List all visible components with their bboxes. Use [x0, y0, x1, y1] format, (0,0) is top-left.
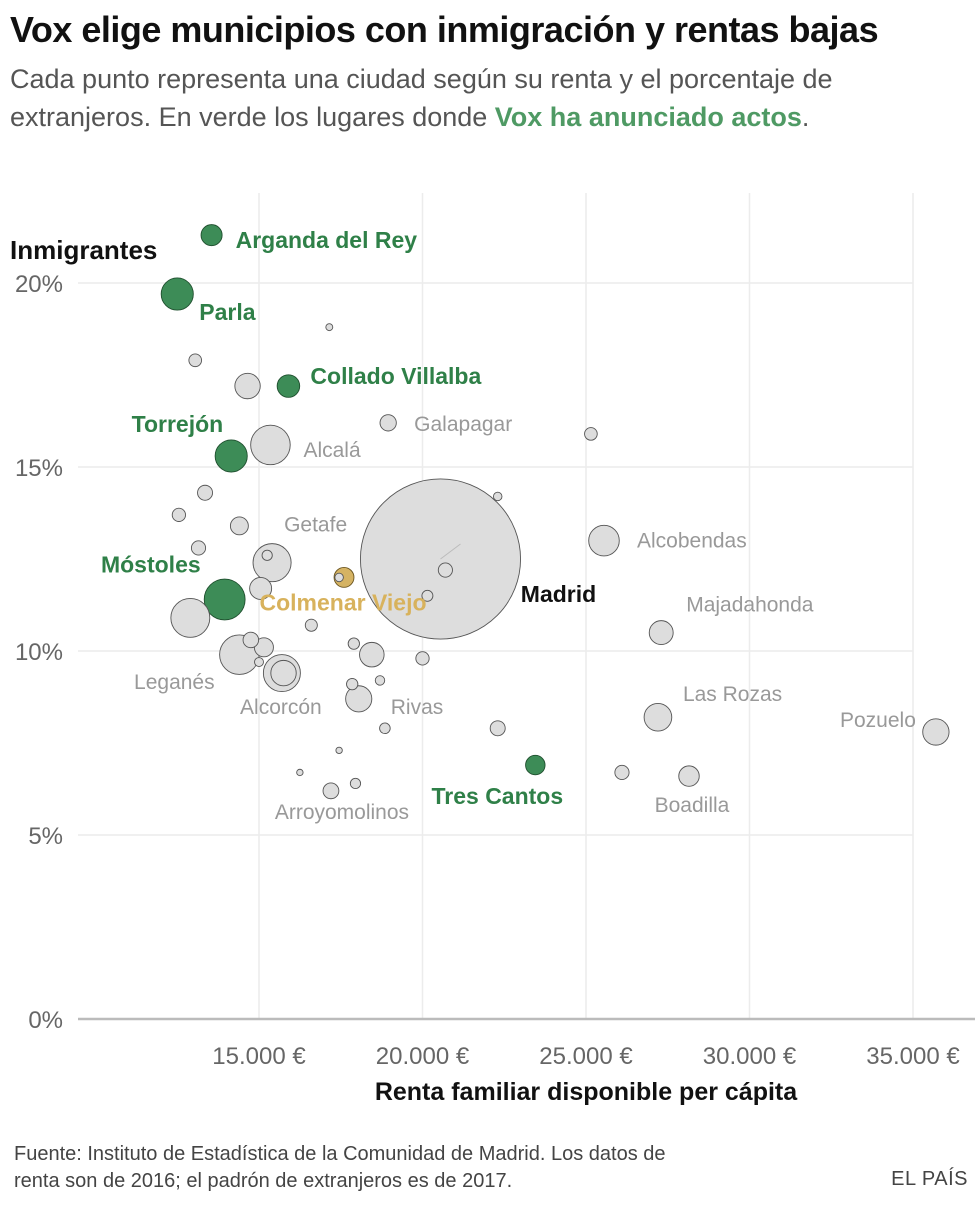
point-municipio	[296, 768, 304, 777]
label-mostoles: Móstoles	[101, 551, 201, 577]
point-municipio	[346, 677, 359, 691]
point-labels: Madrid Arganda del Rey Parla Collado Villal…	[101, 227, 916, 824]
point-municipio	[188, 353, 203, 368]
point-leganes	[170, 597, 211, 638]
y-tick-label: 20%	[15, 271, 63, 298]
source-note: Fuente: Instituto de Estadística de la C…	[14, 1143, 666, 1192]
x-tick-label: 30.000 €	[703, 1043, 797, 1070]
point-tres-cantos	[525, 754, 546, 776]
point-mostoles	[203, 578, 246, 621]
label-pozuelo: Pozuelo	[840, 709, 916, 732]
y-tick-label: 15%	[15, 455, 63, 482]
point-municipio	[349, 777, 362, 790]
point-municipio	[379, 722, 391, 735]
point-galapagar	[379, 414, 397, 432]
label-rivas: Rivas	[391, 696, 444, 719]
chart-title: Vox elige municipios con inmigración y r…	[10, 9, 879, 50]
y-tick-label: 10%	[15, 639, 63, 666]
subtitle-text: Cada punto representa una ciudad según s…	[10, 64, 833, 132]
point-municipio	[359, 641, 385, 668]
point-municipio	[261, 549, 273, 561]
point-municipio	[415, 651, 430, 666]
point-municipio	[242, 631, 260, 649]
point-collado-villalba	[276, 374, 301, 398]
label-getafe: Getafe	[284, 514, 347, 537]
point-municipio	[234, 372, 261, 400]
label-colmenar-viejo: Colmenar Viejo	[260, 589, 427, 615]
subtitle-highlight: Vox ha anunciado actos	[494, 102, 802, 132]
label-alcala: Alcalá	[303, 439, 361, 462]
label-tres-cantos: Tres Cantos	[431, 783, 563, 809]
point-arroyomolinos	[322, 782, 340, 800]
label-arroyomolinos: Arroyomolinos	[275, 801, 409, 824]
point-arganda-del-rey	[200, 224, 223, 247]
axis-ticks: 15.000 € 20.000 € 25.000 € 30.000 € 35.000 €…	[15, 271, 960, 1070]
point-municipio	[197, 484, 214, 501]
label-torrejon: Torrejón	[132, 411, 224, 437]
point-municipio	[229, 516, 249, 536]
point-municipio	[493, 491, 503, 502]
point-parla	[160, 277, 194, 311]
point-municipio	[614, 764, 630, 780]
label-parla: Parla	[199, 299, 255, 325]
label-alcobendas: Alcobendas	[637, 530, 747, 553]
point-municipio	[347, 637, 360, 650]
scatter-chart: 15.000 € 20.000 € 25.000 € 30.000 € 35.000 €…	[10, 193, 975, 1106]
subtitle-end: .	[801, 102, 810, 132]
y-tick-label: 5%	[28, 823, 63, 850]
brand-logo: EL PAÍS	[891, 1168, 968, 1190]
point-torrejon	[214, 439, 248, 473]
label-galapagar: Galapagar	[414, 413, 512, 436]
chart-subtitle: Cada punto representa una ciudad según s…	[10, 60, 940, 136]
data-points	[160, 224, 950, 800]
point-municipio	[270, 659, 297, 687]
point-municipio	[171, 507, 186, 522]
x-tick-label: 35.000 €	[866, 1043, 960, 1070]
point-municipio	[421, 589, 434, 602]
point-pozuelo	[922, 718, 950, 746]
point-alcobendas	[588, 524, 620, 557]
point-municipio	[489, 720, 506, 737]
point-municipio	[335, 746, 343, 755]
label-boadilla: Boadilla	[655, 794, 730, 817]
point-rivas	[345, 685, 373, 713]
point-municipio	[584, 427, 598, 441]
label-madrid: Madrid	[521, 581, 596, 607]
point-municipio	[254, 657, 264, 667]
point-colmenar-viejo	[333, 567, 355, 588]
label-leganes: Leganés	[134, 671, 215, 694]
point-majadahonda	[648, 620, 674, 646]
label-las-rozas: Las Rozas	[683, 683, 782, 706]
point-municipio	[325, 323, 334, 332]
x-tick-label: 15.000 €	[212, 1043, 306, 1070]
point-municipio	[374, 675, 386, 686]
x-tick-label: 25.000 €	[539, 1043, 633, 1070]
point-getafe	[252, 543, 292, 583]
point-alcala	[250, 424, 291, 466]
y-tick-label: 0%	[28, 1007, 63, 1034]
point-las-rozas	[643, 702, 673, 732]
x-axis-label: Renta familiar disponible per cápita	[375, 1078, 798, 1106]
point-municipio	[334, 572, 344, 583]
point-boadilla	[678, 765, 700, 787]
y-axis-label: Inmigrantes	[10, 235, 157, 265]
x-tick-label: 20.000 €	[376, 1043, 470, 1070]
point-municipio	[249, 576, 273, 600]
point-municipio	[190, 540, 207, 556]
label-collado-villalba: Collado Villalba	[310, 363, 481, 389]
madrid-leader-line	[440, 543, 461, 560]
label-alcorcon: Alcorcón	[240, 696, 322, 719]
point-municipio	[304, 618, 318, 632]
label-arganda-del-rey: Arganda del Rey	[236, 227, 418, 253]
label-majadahonda: Majadahonda	[686, 594, 814, 617]
point-municipio	[437, 562, 453, 578]
